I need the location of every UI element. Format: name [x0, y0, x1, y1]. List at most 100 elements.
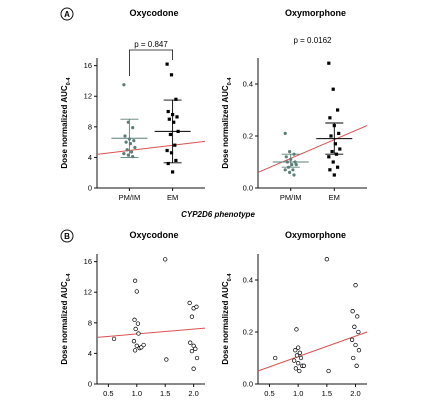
data-point [293, 348, 298, 353]
data-point [135, 321, 141, 326]
chart-title: Oxycodone [129, 230, 178, 240]
data-point-pm [294, 163, 298, 167]
data-point-em [169, 73, 174, 77]
x-tick-label: EM [167, 193, 178, 202]
data-point-em [174, 158, 178, 163]
data-point-pm [132, 138, 136, 143]
x-tick-label: 1.0 [132, 389, 142, 398]
y-tick-label: 0 [88, 380, 92, 389]
data-point [356, 329, 361, 335]
y-axis-label-main: Dose normalized AUC [221, 85, 230, 168]
panel-a-letter: A [60, 7, 74, 21]
x-tick-label: 2.0 [188, 389, 198, 398]
y-axis-label-sub: 0-4 [227, 272, 233, 281]
data-point [187, 300, 192, 306]
data-point [293, 366, 299, 371]
data-point [273, 355, 278, 361]
y-tick-label: 0 [88, 184, 92, 193]
data-point-pm [288, 170, 292, 174]
data-point-em [165, 62, 169, 66]
y-tick-label: 0.0 [243, 184, 253, 193]
data-point [301, 363, 307, 368]
chart-a-oxycodone: Oxycodone 0 4 8 12 16 Dose normalized AUC0-4 PM… [60, 8, 206, 202]
data-point [189, 314, 195, 319]
data-point-pm [288, 150, 292, 154]
data-point [133, 326, 138, 332]
y-axis-label: Dose normalized AUC0-4 [221, 272, 233, 364]
p-value-label: p = 0.847 [134, 40, 168, 49]
y-tick-label: 8 [88, 122, 92, 131]
regression-line [257, 125, 368, 173]
chart-title: Oxymorphone [285, 8, 346, 18]
y-axis-label-sub: 0-4 [227, 76, 233, 85]
panel-b-letter: B [60, 229, 74, 243]
x-tick-label: 2.0 [350, 389, 360, 398]
data-point [296, 345, 301, 350]
data-point-em [174, 97, 178, 101]
chart-title: Oxymorphone [285, 230, 346, 240]
data-point [297, 350, 303, 355]
y-axis-label-sub: 0-4 [66, 272, 72, 281]
data-point [111, 336, 117, 342]
data-point [194, 355, 200, 361]
data-point-pm [122, 151, 126, 156]
chart-b-oxycodone: Oxycodone 0 4 8 12 16 Dose normalized AUC0-4 0.… [60, 230, 206, 398]
data-point-em [165, 148, 169, 153]
data-point-em [166, 161, 170, 166]
y-axis-label: Dose normalized AUC0-4 [60, 76, 72, 168]
regression-line [96, 140, 206, 155]
x-tick-label: EM [329, 193, 340, 202]
data-point-em [327, 155, 331, 159]
data-point-pm [131, 125, 135, 130]
chart-title: Oxycodone [129, 8, 178, 18]
data-point [353, 283, 358, 288]
data-point [350, 309, 355, 314]
data-point-em [332, 173, 336, 177]
data-point-em [169, 151, 174, 155]
data-point-em [168, 132, 172, 137]
data-point [191, 366, 196, 371]
data-point [298, 355, 304, 361]
data-point-em [175, 115, 179, 119]
y-tick-label: 12 [84, 92, 92, 101]
data-point-em [336, 165, 340, 169]
data-point [291, 358, 297, 363]
data-point-pm [284, 155, 288, 159]
y-tick-label: 0.4 [243, 276, 253, 285]
data-point [351, 355, 356, 361]
data-point-em [172, 120, 176, 124]
y-tick-label: 16 [84, 61, 92, 70]
data-point [356, 348, 362, 353]
data-point-pm [124, 140, 128, 144]
panel-a-label: A [64, 10, 70, 19]
significance-bracket [128, 49, 174, 76]
data-point-em [171, 170, 175, 174]
data-point [132, 317, 137, 322]
data-point [134, 343, 139, 348]
x-tick-label: 1.5 [322, 389, 332, 398]
data-point-pm [122, 83, 126, 87]
x-tick-label: 1.5 [160, 389, 170, 398]
y-tick-label: 0.0 [243, 380, 253, 389]
data-point [134, 289, 139, 294]
y-axis-label-main: Dose normalized AUC [60, 281, 69, 364]
data-point-em [331, 160, 335, 164]
data-point-em [329, 134, 333, 138]
data-point [294, 327, 299, 332]
data-point [354, 363, 359, 368]
regression-line [257, 331, 368, 372]
data-point [132, 348, 138, 353]
data-point [297, 368, 302, 374]
data-point [141, 342, 146, 348]
data-point-em [333, 142, 337, 146]
data-point [194, 304, 199, 309]
y-tick-label: 0.2 [243, 132, 253, 141]
data-point [294, 353, 300, 358]
x-tick-label: PM/IM [119, 193, 141, 202]
shared-xlabel: CYP2D6 phenotype [181, 210, 255, 219]
data-point-pm [125, 148, 129, 152]
data-point-em [327, 61, 331, 65]
data-point-em [338, 147, 342, 151]
x-tick-label: PM/IM [280, 193, 302, 202]
